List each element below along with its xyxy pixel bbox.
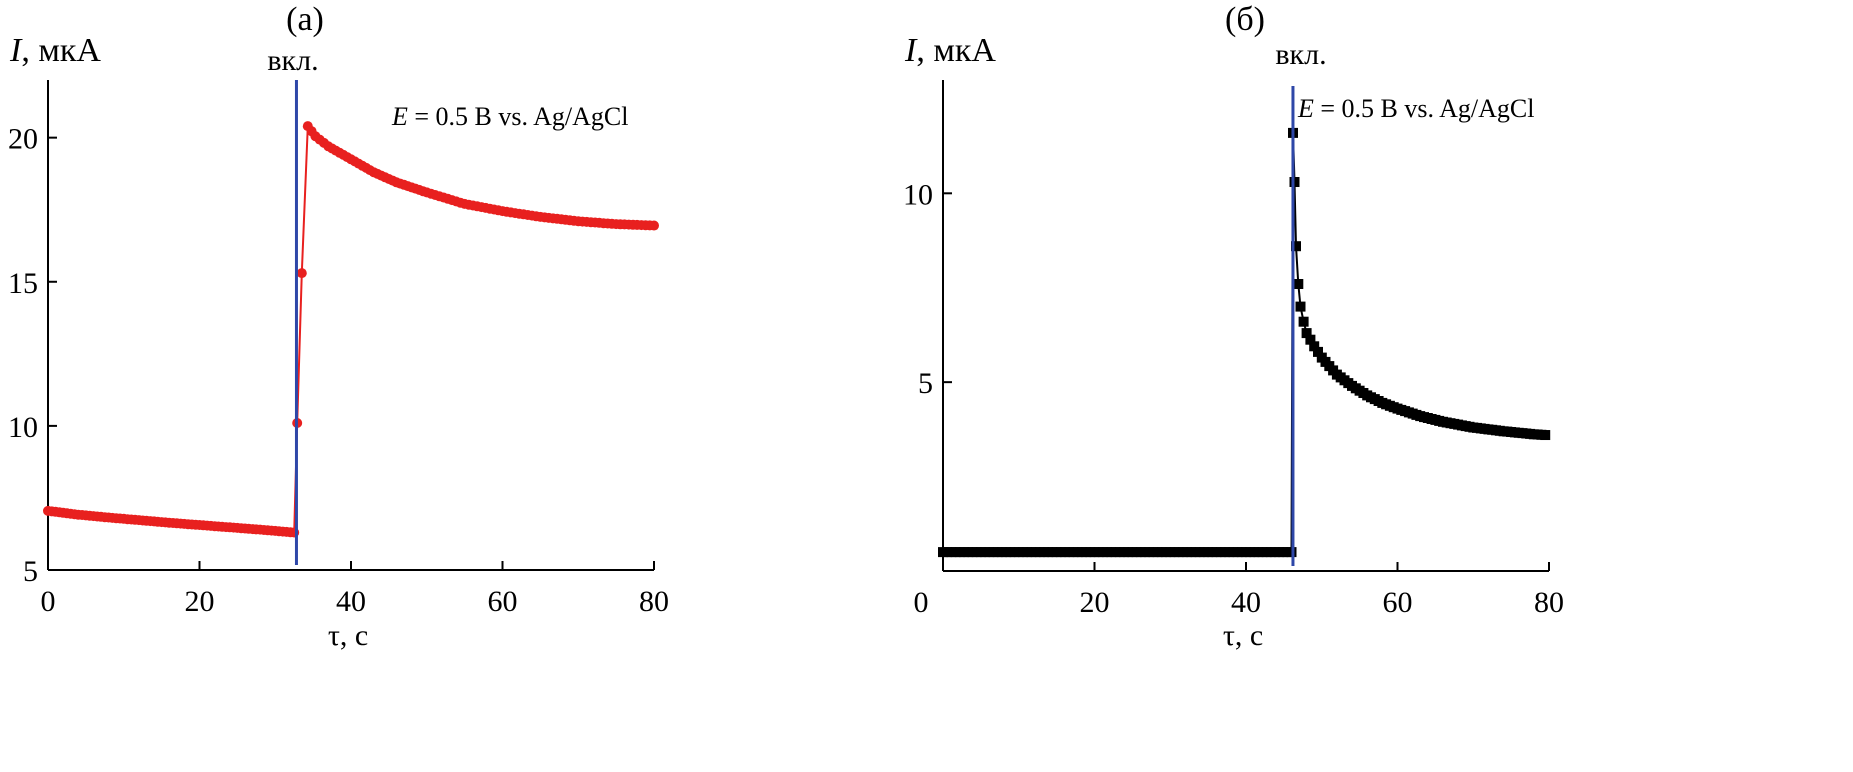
panel-b-ylabel-symbol: I: [904, 32, 918, 69]
panel-b-x-tick-label: 0: [914, 586, 929, 619]
panel-b-label: (б): [1225, 1, 1265, 38]
panel-a-ylabel-symbol: I: [9, 32, 23, 69]
panel-b-data-point: [1291, 241, 1301, 252]
panel-b-ylabel: I, мкА: [904, 32, 996, 69]
panel-b: (б) I, мкА вкл. E = 0.5 В vs. Ag/AgCl τ,…: [903, 1, 1564, 652]
panel-b-x-tick-label: 40: [1231, 586, 1261, 619]
panel-b-data-point: [1298, 316, 1309, 327]
panel-b-ylabel-unit: , мкА: [916, 32, 996, 69]
panel-a-annotation-text: = 0.5 В vs. Ag/AgCl: [408, 102, 629, 131]
panel-a-y-axis-ticks: 5 10 15 20: [8, 123, 57, 588]
panel-a-data-marks: [43, 121, 659, 538]
panel-a: (а) I, мкА вкл. E = 0.5 В vs. Ag/AgCl τ,…: [8, 1, 669, 652]
panel-b-y-axis-ticks: 5 10: [903, 178, 952, 400]
panel-b-x-tick-label: 80: [1534, 586, 1564, 619]
panel-b-data-point: [1301, 328, 1312, 339]
panel-a-xlabel: τ, с: [328, 619, 368, 652]
panel-a-data-point: [649, 220, 659, 231]
panel-a-x-axis-ticks: 0 20 40 60 80: [41, 561, 669, 618]
panel-a-ylabel: I, мкА: [9, 32, 101, 69]
panel-a-label: (а): [286, 1, 324, 38]
panel-a-y-tick-label: 20: [8, 123, 38, 156]
panel-b-data-point: [1289, 177, 1300, 187]
panel-a-data-point: [296, 268, 307, 279]
panel-a-annotation: E = 0.5 В vs. Ag/AgCl: [391, 102, 628, 131]
panel-a-y-tick-label: 15: [8, 267, 38, 300]
panel-b-x-tick-label: 60: [1383, 586, 1413, 619]
panel-b-x-tick-label: 20: [1080, 586, 1110, 619]
panel-b-switch-label: вкл.: [1275, 38, 1326, 71]
panel-b-data-point: [1540, 430, 1551, 441]
panel-a-y-tick-label: 10: [8, 411, 38, 444]
panel-a-series-line: [47, 123, 655, 534]
panel-b-data-point: [1309, 341, 1320, 352]
panel-a-x-tick-label: 0: [41, 585, 56, 618]
panel-a-x-tick-label: 20: [185, 585, 215, 618]
panel-b-data-point: [1293, 279, 1304, 289]
panel-b-series-line: [943, 132, 1546, 554]
panel-a-y-tick-label: 5: [23, 555, 38, 588]
panel-a-x-tick-label: 40: [336, 585, 366, 618]
panel-b-annotation-text: = 0.5 В vs. Ag/AgCl: [1314, 94, 1535, 123]
panel-b-y-tick-label: 10: [903, 178, 933, 211]
panel-a-switch-label: вкл.: [267, 44, 318, 77]
panel-b-data-point: [1295, 301, 1306, 312]
panel-a-x-tick-label: 60: [488, 585, 518, 618]
panel-b-data-marks: [938, 127, 1551, 558]
panel-b-xlabel: τ, с: [1223, 619, 1263, 652]
panel-b-data-point: [1305, 334, 1316, 345]
panel-b-y-tick-label: 5: [918, 367, 933, 400]
panel-b-x-axis-ticks: 0 20 40 60 80: [914, 562, 1564, 619]
panel-a-x-tick-label: 80: [639, 585, 669, 618]
panel-a-annotation-symbol: E: [391, 102, 408, 131]
panel-b-annotation-symbol: E: [1297, 94, 1314, 123]
panel-b-annotation: E = 0.5 В vs. Ag/AgCl: [1297, 94, 1534, 123]
panel-a-ylabel-unit: , мкА: [21, 32, 101, 69]
panel-b-data-point: [1313, 346, 1323, 357]
